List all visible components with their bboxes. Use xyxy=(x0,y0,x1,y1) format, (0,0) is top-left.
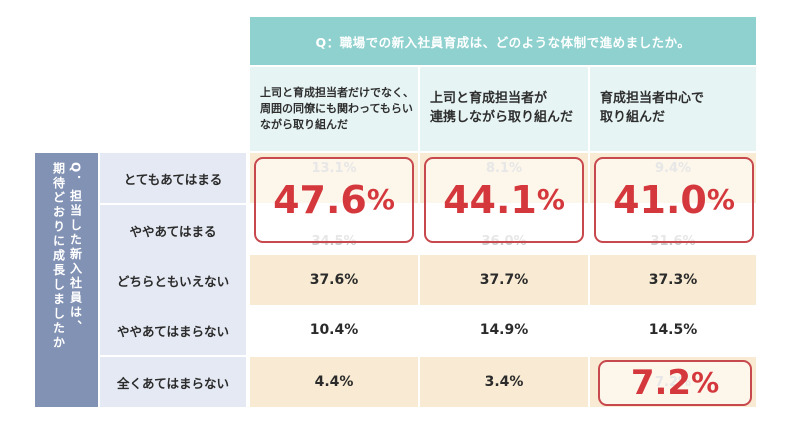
row-axis-title: Q．担当した新入社員は、 期待どおりに成長しましたか xyxy=(51,162,83,351)
combined-highlight-unit: % xyxy=(366,183,395,216)
question-banner: Q：職場での新入社員育成は、どのような体制で進めましたか。 xyxy=(250,17,756,65)
row-label-5: 全くあてはまらない xyxy=(100,357,246,407)
single-highlight: 7.2% xyxy=(598,360,752,406)
row-label-text: ややあてはまる xyxy=(129,223,217,239)
value-text: 10.4% xyxy=(309,322,359,338)
value-cell-r5-c2: 3.4% xyxy=(420,357,588,407)
value-cell-r4-c2: 14.9% xyxy=(420,305,588,355)
value-cell-r4-c1: 10.4% xyxy=(250,305,418,355)
combined-highlight-value: 41.0 xyxy=(613,178,707,222)
row-label-2: ややあてはまる xyxy=(100,205,246,255)
column-header-3-label: 育成担当者中心で 取り組んだ xyxy=(600,91,705,125)
row-label-4: ややあてはまらない xyxy=(100,305,246,355)
combined-highlight-unit: % xyxy=(706,183,735,216)
combined-highlight-value: 47.6 xyxy=(273,178,367,222)
row-label-1: とてもあてはまる xyxy=(100,153,246,203)
column-header-3: 育成担当者中心で 取り組んだ xyxy=(590,67,756,151)
value-text: 4.4% xyxy=(314,374,354,390)
combined-highlight-unit: % xyxy=(536,183,565,216)
value-text: 37.7% xyxy=(479,272,529,288)
single-highlight-unit: % xyxy=(691,366,720,399)
column-header-1: 上司と育成担当者だけでなく、 周囲の同僚にも関わってもらい ながら取り組んだ xyxy=(250,67,418,151)
row-label-text: どちらともいえない xyxy=(116,273,230,289)
value-text: 3.4% xyxy=(484,374,524,390)
column-header-2: 上司と育成担当者が 連携しながら取り組んだ xyxy=(420,67,588,151)
combined-highlight-1: 47.6% xyxy=(254,157,414,243)
combined-highlight-value: 44.1 xyxy=(443,178,537,222)
value-text: 14.5% xyxy=(648,322,698,338)
value-cell-r5-c1: 4.4% xyxy=(250,357,418,407)
value-text: 37.6% xyxy=(309,272,359,288)
row-label-text: ややあてはまらない xyxy=(116,323,229,339)
combined-highlight-3: 41.0% xyxy=(594,157,754,243)
question-text: Q：職場での新入社員育成は、どのような体制で進めましたか。 xyxy=(315,34,691,50)
column-header-2-label: 上司と育成担当者が 連携しながら取り組んだ xyxy=(430,91,574,125)
value-text: 14.9% xyxy=(479,322,529,338)
combined-highlight-2: 44.1% xyxy=(424,157,584,243)
value-cell-r3-c2: 37.7% xyxy=(420,255,588,305)
column-header-1-label: 上司と育成担当者だけでなく、 周囲の同僚にも関わってもらい ながら取り組んだ xyxy=(260,86,414,131)
value-cell-r3-c1: 37.6% xyxy=(250,255,418,305)
row-label-text: 全くあてはまらない xyxy=(116,375,229,391)
value-cell-r4-c3: 14.5% xyxy=(590,305,756,355)
value-text: 37.3% xyxy=(648,272,698,288)
row-label-3: どちらともいえない xyxy=(100,255,246,305)
single-highlight-value: 7.2 xyxy=(630,363,692,403)
value-cell-r3-c3: 37.3% xyxy=(590,255,756,305)
row-label-text: とてもあてはまる xyxy=(123,171,223,187)
row-axis-title-box: Q．担当した新入社員は、 期待どおりに成長しましたか xyxy=(35,153,98,407)
